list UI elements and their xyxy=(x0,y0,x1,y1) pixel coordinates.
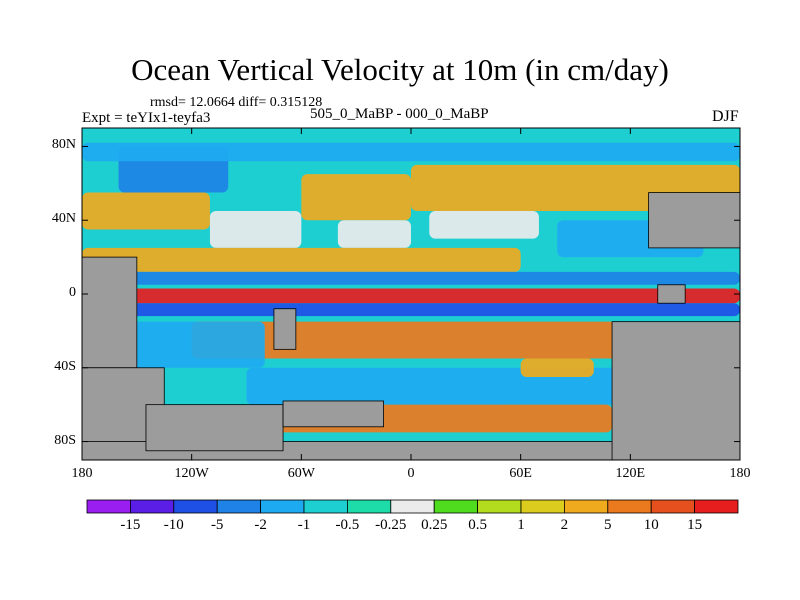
lat-label: 80S xyxy=(54,432,76,448)
land-east-equatorial-patch xyxy=(657,284,686,304)
statistics-label: rmsd= 12.0664 diff= 0.315128 xyxy=(150,95,323,110)
field-zone-north-atlantic-positive xyxy=(301,174,411,221)
field-zone-south-subtropical-positive xyxy=(191,321,631,359)
colorbar-swatch xyxy=(303,499,348,514)
colorbar-label: -0.25 xyxy=(375,517,407,533)
colorbar-label: -10 xyxy=(163,517,184,533)
field-zone-north-pacific-white xyxy=(209,211,302,248)
colorbar-swatch xyxy=(346,499,392,514)
colorbar-swatch xyxy=(650,499,696,514)
colorbar-swatch xyxy=(520,499,565,514)
colorbar-swatch xyxy=(129,499,175,514)
colorbar-label: 0.5 xyxy=(468,517,487,533)
colorbar-swatch xyxy=(433,499,479,514)
field-zone-indian-south-positive xyxy=(520,358,594,377)
land-south-atlantic-landmass xyxy=(145,404,284,452)
colorbar-swatch xyxy=(173,499,218,514)
land-central-small-landmass xyxy=(273,308,297,350)
lon-label: 120W xyxy=(174,466,209,481)
map-title: Ocean Vertical Velocity at 10m (in cm/da… xyxy=(131,52,669,87)
field-zone-eurasia-white xyxy=(429,211,539,239)
colorbar-label: 0.25 xyxy=(421,517,448,533)
lat-label: 40S xyxy=(54,358,76,374)
colorbar-swatch xyxy=(607,499,652,514)
field-zone-subtropical-north-positive xyxy=(82,247,521,272)
colorbar-label: 10 xyxy=(643,517,659,533)
lon-label: 0 xyxy=(407,466,415,481)
field-zone-north-atlantic-white xyxy=(337,220,411,248)
colorbar-label: -0.5 xyxy=(335,517,360,533)
land-eastern-block xyxy=(648,192,741,249)
lat-label: 40N xyxy=(51,211,76,227)
land-central-southern-island xyxy=(282,400,384,428)
land-mask xyxy=(81,192,741,461)
lat-label: 80N xyxy=(51,137,76,153)
experiment-label: Expt = teYIx1-teyfa3 xyxy=(82,110,211,126)
difference-label: 505_0_MaBP - 000_0_MaBP xyxy=(310,106,489,122)
colorbar-label: 1 xyxy=(517,517,525,533)
colorbar-swatch xyxy=(86,499,131,514)
field-zone-north-pacific-positive xyxy=(82,192,210,230)
colorbar-label: -2 xyxy=(254,517,267,533)
lon-label: 60E xyxy=(509,466,532,481)
colorbar-swatch xyxy=(477,499,522,514)
colorbar-label: -5 xyxy=(210,517,224,533)
colorbar-label: 5 xyxy=(604,517,612,533)
colorbar-swatch xyxy=(564,499,609,514)
lon-label: 60W xyxy=(287,466,315,481)
lon-label: 120E xyxy=(615,466,646,481)
field-zone-equatorial-upwelling xyxy=(82,288,740,304)
season-label: DJF xyxy=(712,108,739,125)
land-eastern-continent xyxy=(611,321,741,461)
field-zone-arctic-band xyxy=(82,142,740,162)
colorbar-swatch xyxy=(694,499,739,514)
colorbar-label: 2 xyxy=(560,517,569,533)
colorbar-label: -1 xyxy=(297,517,311,533)
colorbar-label: 15 xyxy=(687,517,703,533)
land-western-continent-margin xyxy=(81,256,138,369)
lon-label: 180 xyxy=(729,466,751,481)
lat-label: 0 xyxy=(69,285,76,300)
colorbar-swatch xyxy=(390,499,435,514)
colorbar-label: -15 xyxy=(120,517,141,533)
map-ticks xyxy=(81,128,741,460)
colorbar-swatch xyxy=(260,499,305,514)
colorbar-swatch xyxy=(216,499,261,514)
colorbar xyxy=(86,499,739,514)
field-zone-north-equatorial-negative xyxy=(82,271,740,285)
lon-label: 180 xyxy=(71,466,93,481)
field-zone-south-equatorial-negative xyxy=(82,303,740,317)
